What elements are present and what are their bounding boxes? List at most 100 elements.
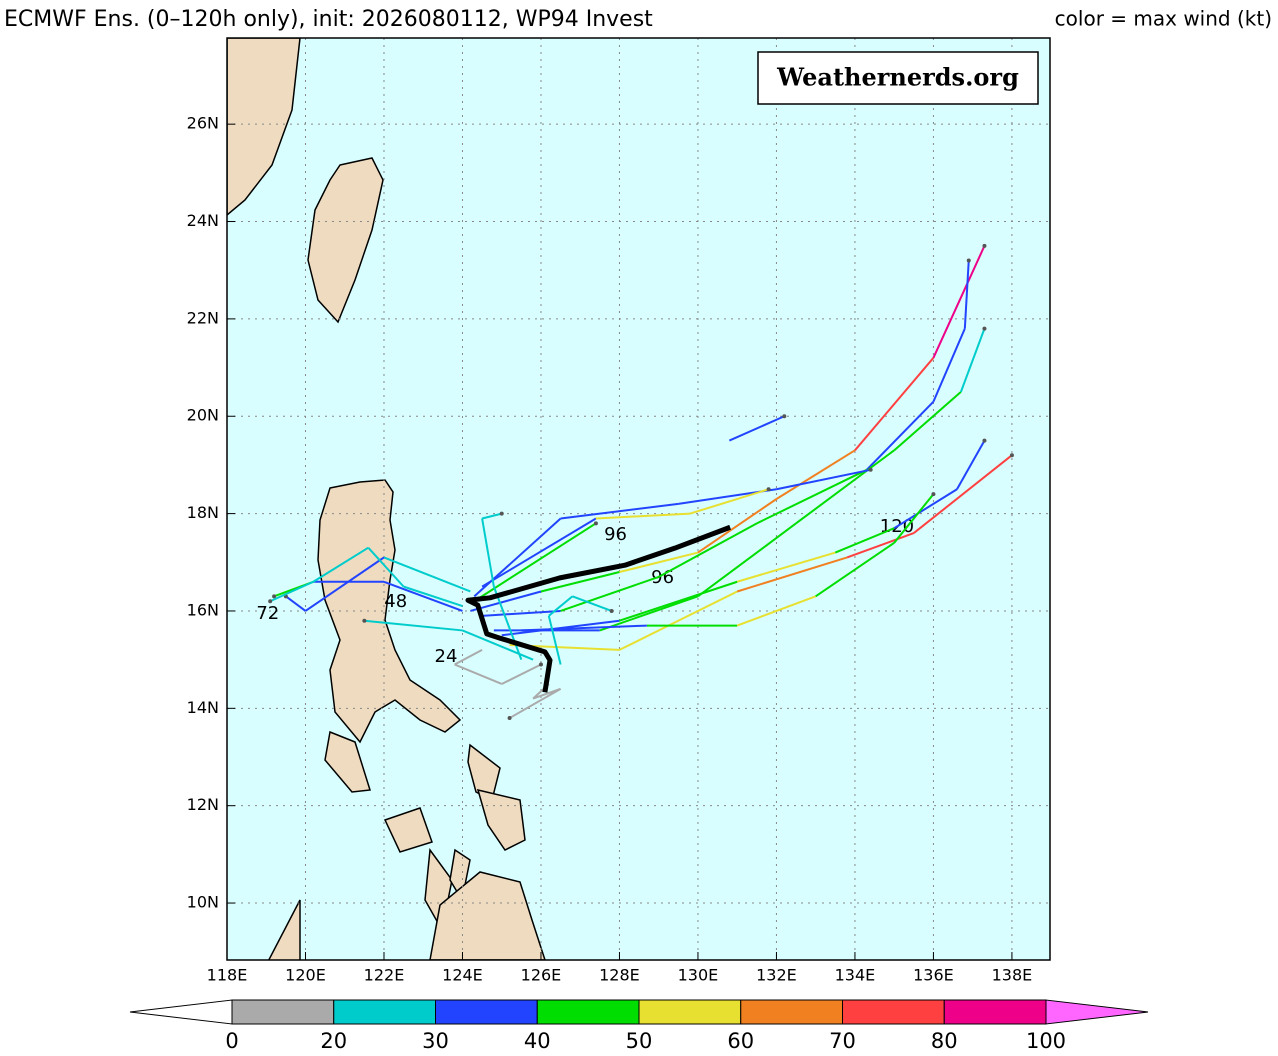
track-segment xyxy=(403,585,463,608)
track-end xyxy=(538,662,543,667)
track-segment xyxy=(572,595,612,612)
track-segment xyxy=(481,512,502,520)
colorbar-label: 100 xyxy=(1026,1029,1066,1053)
track-segment xyxy=(736,556,848,593)
track-segment xyxy=(481,517,597,588)
track-end xyxy=(507,716,512,721)
track-segment xyxy=(697,522,797,598)
watermark-box xyxy=(757,51,1039,105)
colorbar-swatch xyxy=(943,999,1047,1025)
track-segment xyxy=(383,580,463,612)
track-end xyxy=(268,599,273,604)
track-segment xyxy=(462,629,534,661)
legend-note: color = max wind (kt) xyxy=(1055,7,1272,31)
colorbar-under xyxy=(129,999,233,1025)
track-segment xyxy=(454,663,503,685)
land xyxy=(227,38,546,960)
lat-tick-label: 14N xyxy=(187,698,219,717)
colorbar-swatch xyxy=(740,999,843,1025)
track-segment xyxy=(913,454,1013,534)
hour-label: 48 xyxy=(384,591,407,612)
lon-tick-label: 136E xyxy=(913,966,954,985)
track-segment xyxy=(481,518,495,587)
colorbar-label: 40 xyxy=(524,1029,551,1053)
track-segment xyxy=(454,649,483,666)
lat-tick-label: 20N xyxy=(187,406,219,425)
track-segment xyxy=(854,357,935,451)
track-segment xyxy=(834,527,895,554)
track-end xyxy=(966,258,971,263)
lat-tick-label: 18N xyxy=(187,503,219,522)
lon-tick-label: 126E xyxy=(521,966,562,985)
track-end xyxy=(593,521,598,526)
colorbar-label: 0 xyxy=(225,1029,238,1053)
hour-label: 72 xyxy=(256,603,279,624)
track-end xyxy=(782,414,787,419)
track-end xyxy=(868,467,873,472)
track-segment xyxy=(795,449,895,525)
track-segment xyxy=(893,488,958,530)
track-segment xyxy=(959,328,986,393)
track-segment xyxy=(509,687,562,719)
track-segment xyxy=(269,580,314,603)
colorbar-swatch xyxy=(231,999,335,1025)
lat-tick-label: 24N xyxy=(187,211,219,230)
lat-tick-label: 12N xyxy=(187,795,219,814)
lat-tick-label: 22N xyxy=(187,308,219,327)
track-end xyxy=(982,243,987,248)
lon-tick-label: 138E xyxy=(992,966,1033,985)
track-segment xyxy=(866,400,935,471)
lon-tick-label: 130E xyxy=(678,966,719,985)
track-segment xyxy=(383,556,471,593)
lon-tick-label: 128E xyxy=(599,966,640,985)
watermark: Weathernerds.org xyxy=(776,63,1019,92)
track-segment xyxy=(521,624,647,632)
colorbar-swatch xyxy=(435,999,538,1025)
track-end xyxy=(982,438,987,443)
colorbar-label: 30 xyxy=(422,1029,449,1053)
lat-tick-label: 26N xyxy=(187,114,219,133)
track-segment xyxy=(775,449,856,500)
track-end xyxy=(272,594,277,599)
title: ECMWF Ens. (0–120h only), init: 20260801… xyxy=(4,7,653,32)
track-segment xyxy=(470,590,542,612)
lon-tick-label: 118E xyxy=(207,966,248,985)
track-end xyxy=(766,487,771,492)
track-segment xyxy=(736,595,817,627)
lon-tick-label: 124E xyxy=(442,966,483,985)
track-segment xyxy=(893,391,962,452)
track-segment xyxy=(364,619,463,632)
track-segment xyxy=(595,512,691,520)
track-segment xyxy=(599,595,699,632)
track-segment xyxy=(932,328,966,403)
colorbar-over xyxy=(1045,999,1149,1025)
track-segment xyxy=(689,488,769,515)
hour-label: 96 xyxy=(604,524,627,545)
track-end xyxy=(609,608,614,613)
track-segment xyxy=(482,609,561,617)
track-segment xyxy=(815,541,895,598)
grid: 118E 120E 122E 124E 126E 128E 130E 132E 134E 136E… xyxy=(187,38,1050,985)
track-end xyxy=(931,492,936,497)
track-segment xyxy=(697,498,778,554)
colorbar-label: 50 xyxy=(626,1029,653,1053)
colorbar-swatch xyxy=(842,999,945,1025)
colorbar-label: 80 xyxy=(931,1029,958,1053)
colorbar-label: 20 xyxy=(320,1029,347,1053)
track-segment xyxy=(492,586,523,660)
track-segment xyxy=(956,440,986,490)
track-segment xyxy=(540,571,620,593)
track-segment xyxy=(846,532,915,559)
colorbar-label: 70 xyxy=(829,1029,856,1053)
track-segment xyxy=(501,663,542,685)
track-end xyxy=(499,511,504,516)
track-segment xyxy=(619,551,699,573)
track-end xyxy=(982,326,987,331)
track-segment xyxy=(547,615,562,665)
lat-tick-label: 10N xyxy=(187,893,219,912)
track-segment xyxy=(312,546,369,583)
track-segment xyxy=(548,595,574,617)
colorbar-swatch xyxy=(333,999,436,1025)
